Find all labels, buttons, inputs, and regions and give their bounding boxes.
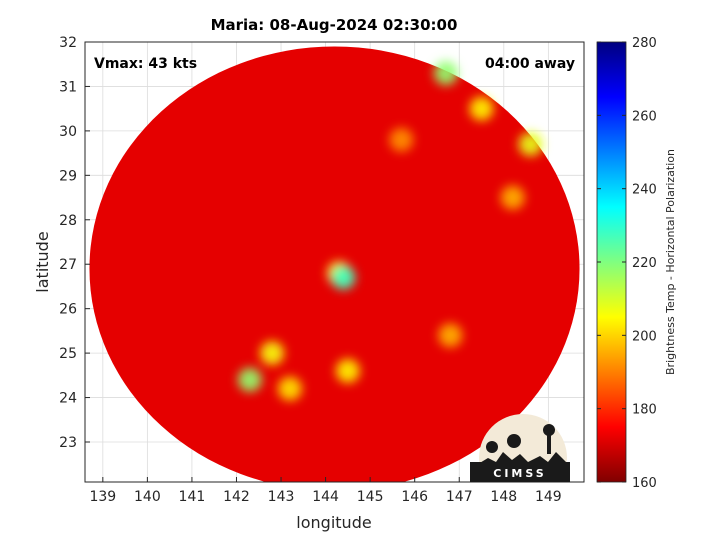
y-tick-label: 26 bbox=[59, 302, 77, 318]
y-tick-label: 29 bbox=[59, 168, 77, 184]
x-tick-label: 143 bbox=[268, 489, 295, 505]
colorbar-tick-label: 180 bbox=[632, 403, 657, 418]
y-tick-label: 23 bbox=[59, 435, 77, 451]
x-tick-label: 147 bbox=[446, 489, 473, 505]
satellite-dish-icon bbox=[486, 441, 498, 453]
y-tick-label: 28 bbox=[59, 213, 77, 229]
plot-frame bbox=[84, 41, 585, 483]
colorbar-ticks: 160 180 200 220 240 260 280 bbox=[597, 36, 657, 491]
colorbar-tick-label: 280 bbox=[632, 36, 657, 51]
colorbar-label: Brightness Temp - Horizontal Polarizatio… bbox=[664, 149, 677, 375]
feature-band-mid bbox=[335, 358, 360, 383]
logo-banner bbox=[470, 462, 570, 482]
logo-text: CIMSS bbox=[493, 467, 546, 480]
feature-ne-cell-2 bbox=[469, 96, 494, 121]
feature-north-cell bbox=[389, 127, 414, 152]
feature-ne-cell-3 bbox=[518, 132, 543, 157]
colorbar bbox=[596, 41, 627, 483]
satellite-dish-icon bbox=[507, 434, 521, 448]
feature-eye-core bbox=[331, 265, 356, 290]
colorbar-tick-label: 160 bbox=[632, 476, 657, 491]
colorbar-tick-label: 240 bbox=[632, 183, 657, 198]
feature-ne-cell-1 bbox=[433, 61, 458, 86]
x-tick-label: 142 bbox=[223, 489, 250, 505]
x-axis-label: longitude bbox=[296, 513, 371, 532]
colorbar-tick-label: 200 bbox=[632, 329, 657, 344]
x-tick-label: 149 bbox=[535, 489, 562, 505]
x-tick-label: 144 bbox=[312, 489, 339, 505]
feature-band-tail bbox=[260, 341, 285, 366]
colorbar-tick-label: 220 bbox=[632, 256, 657, 271]
vmax-annotation: Vmax: 43 kts bbox=[94, 56, 197, 72]
y-tick-label: 30 bbox=[59, 124, 77, 140]
feature-east-cell bbox=[500, 185, 525, 210]
x-axis-ticks: 139 140 141 142 143 144 145 146 147 148 149 bbox=[89, 477, 562, 505]
time-offset-annotation: 04:00 away bbox=[485, 56, 575, 72]
y-tick-label: 25 bbox=[59, 346, 77, 362]
convective-features bbox=[237, 61, 543, 401]
y-tick-label: 24 bbox=[59, 391, 77, 407]
feature-se-cell bbox=[438, 323, 463, 348]
x-tick-label: 141 bbox=[179, 489, 206, 505]
y-axis-ticks: 23 24 25 26 27 28 29 30 31 32 bbox=[59, 35, 90, 451]
x-tick-label: 145 bbox=[357, 489, 384, 505]
feature-band-central bbox=[277, 376, 302, 401]
y-axis-label: latitude bbox=[33, 231, 52, 292]
tower-icon bbox=[547, 432, 551, 454]
cimss-logo: CIMSS bbox=[470, 414, 570, 482]
x-tick-label: 146 bbox=[401, 489, 428, 505]
x-tick-label: 140 bbox=[134, 489, 161, 505]
x-tick-label: 139 bbox=[89, 489, 116, 505]
feature-band-west bbox=[237, 367, 262, 392]
tower-top-icon bbox=[543, 424, 555, 436]
colorbar-tick-label: 260 bbox=[632, 109, 657, 124]
x-tick-label: 148 bbox=[490, 489, 517, 505]
y-tick-label: 32 bbox=[59, 35, 77, 51]
chart-title: Maria: 08-Aug-2024 02:30:00 bbox=[211, 16, 458, 34]
y-tick-label: 27 bbox=[59, 257, 77, 273]
y-tick-label: 31 bbox=[59, 79, 77, 95]
